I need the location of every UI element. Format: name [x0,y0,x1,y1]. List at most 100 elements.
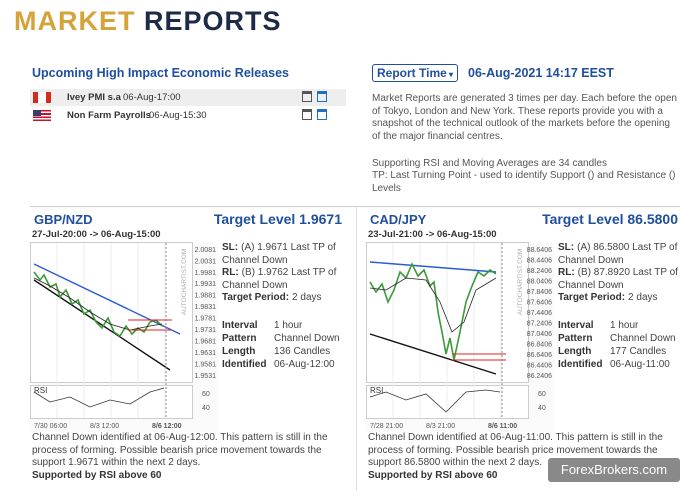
releases-title: Upcoming High Impact Economic Releases [32,66,290,80]
level-value: (A) 1.9671 Last TP of Channel Down [222,242,336,266]
calendar-icon[interactable] [302,109,312,120]
y-tick-label: 86.4406 [527,362,552,369]
y-tick-label: 1.9881 [195,293,217,300]
y-tick-label: 86.8406 [527,341,552,348]
level-info: SL: (A) 1.9671 Last TP of Channel Down RL:… [222,242,346,305]
y-tick-label: 87.2406 [527,320,552,327]
period-label: Target Period: [558,292,626,303]
y-tick-label: 87.0406 [527,331,552,338]
level-info: SL: (A) 86.5800 Last TP of Channel Down RL… [558,242,682,305]
page-title: MARKET REPORTS [14,6,282,37]
level-label: RL: [222,267,239,278]
detail-value: 1 hour [274,320,303,331]
event-name: Ivey PMI s.a [67,92,121,103]
x-tick-label: 8/3 21:00 [426,423,455,430]
report-time: 06-Aug-2021 14:17 EEST [468,66,614,80]
flag-canton [33,110,41,116]
target-period: Target Period: 2 days [558,292,682,305]
calendar-icon[interactable] [302,91,312,102]
detail-value: 177 Candles [610,346,667,357]
date-range: 23-Jul-21:00 -> 06-Aug-15:00 [368,229,497,240]
x-tick-label: 8/6 12:00 [152,423,182,430]
level-item: SL: (A) 86.5800 Last TP of Channel Down [558,242,682,267]
level-value: (B) 87.8920 Last TP of Channel Down [558,267,678,291]
price-chart: 2.0081 2.0031 1.9981 1.9931 1.9881 1.9831 1.97… [30,242,218,432]
target-level: Target Level 1.9671 [213,211,342,227]
rsi-line [369,389,501,413]
detail-label: Length [558,346,592,357]
x-tick-label: 8/6 11:00 [488,423,517,430]
chart-watermark: AUTOCHARTIST.COM [517,249,524,316]
date-range: 27-Jul-20:00 -> 06-Aug-15:00 [32,229,161,240]
level-label: SL: [558,242,575,253]
detail-value: 136 Candles [274,346,331,357]
y-tick-label: 2.0031 [195,258,217,265]
y-tick-label: 1.9731 [195,327,217,334]
y-tick-label: 88.6406 [527,247,552,254]
x-tick-label: 7/28 21:00 [370,423,403,430]
y-tick-label: 87.6406 [527,299,552,306]
pattern-description: Channel Down identified at 06-Aug-11:00.… [368,432,663,468]
support-line [33,279,171,371]
event-time: 06-Aug-15:30 [149,110,207,121]
event-name: Non Farm Payrolls [67,110,151,121]
dropdown-caret: ▾ [446,70,454,79]
level-value: (B) 1.9762 Last TP of Channel Down [222,267,337,291]
level-value: (A) 86.5800 Last TP of Channel Down [558,242,678,266]
report-panel: CAD/JPY Target Level 86.5800 23-Jul-21:00 … [366,207,682,487]
y-tick-label: 87.8406 [527,289,552,296]
rsi-line [33,387,165,408]
title-part: MARKET [14,6,136,36]
support-line [369,333,497,375]
calendar-icon[interactable] [317,109,327,120]
price-chart: 88.6406 88.4406 88.2406 88.0406 87.8406 87.64… [366,242,554,432]
moving-average [369,277,497,333]
dropdown-label: Report Time [377,66,447,80]
detail-value: Channel Down [610,333,676,344]
flag-icon [33,110,51,121]
resistance-line [369,261,497,273]
target-period: Target Period: 2 days [222,292,346,305]
target-level: Target Level 86.5800 [542,211,678,227]
detail-label: Length [222,346,256,357]
resistance-line [33,263,181,335]
price-line [369,262,497,361]
level-item: RL: (B) 1.9762 Last TP of Channel Down [222,267,346,292]
report-note: Supporting RSI and Moving Averages are 3… [372,158,607,169]
y-tick-label: 1.9581 [195,361,217,368]
y-tick-label: 86.2406 [527,373,552,380]
chart-watermark: AUTOCHARTIST.COM [181,249,188,316]
y-tick-label: 1.9781 [195,316,217,323]
y-tick-label: 88.2406 [527,268,552,275]
price-line [33,271,163,338]
period-value: 2 days [628,292,658,303]
y-tick-label: 1.9931 [195,281,217,288]
detail-value: 06-Aug-12:00 [274,359,335,370]
level-item: SL: (A) 1.9671 Last TP of Channel Down [222,242,346,267]
rsi-tick-label: 60 [538,391,546,398]
detail-value: 06-Aug-11:00 [610,359,670,370]
y-tick-label: 87.4406 [527,310,552,317]
period-value: 2 days [292,292,322,303]
level-label: RL: [558,267,575,278]
rsi-label: RSI [34,386,47,395]
event-time: 06-Aug-17:00 [123,92,181,103]
detail-label: Interval [558,320,594,331]
divider [30,206,680,207]
title-part: REPORTS [144,6,282,36]
y-tick-label: 2.0081 [195,247,217,254]
calendar-icon[interactable] [317,91,327,102]
rsi-support: Supported by RSI above 60 [32,470,162,481]
y-tick-label: 1.9531 [195,373,217,380]
period-label: Target Period: [222,292,290,303]
y-tick-label: 1.9631 [195,350,217,357]
level-item: RL: (B) 87.8920 Last TP of Channel Down [558,267,682,292]
report-time-dropdown[interactable]: Report Time ▾ [372,64,459,82]
y-tick-label: 86.6406 [527,352,552,359]
y-tick-label: 1.9681 [195,338,217,345]
rsi-tick-label: 60 [202,391,210,398]
pattern-description: Channel Down identified at 06-Aug-12:00.… [32,432,328,468]
rsi-tick-label: 40 [538,405,546,412]
report-note: TP: Last Turning Point - used to identif… [372,170,676,194]
